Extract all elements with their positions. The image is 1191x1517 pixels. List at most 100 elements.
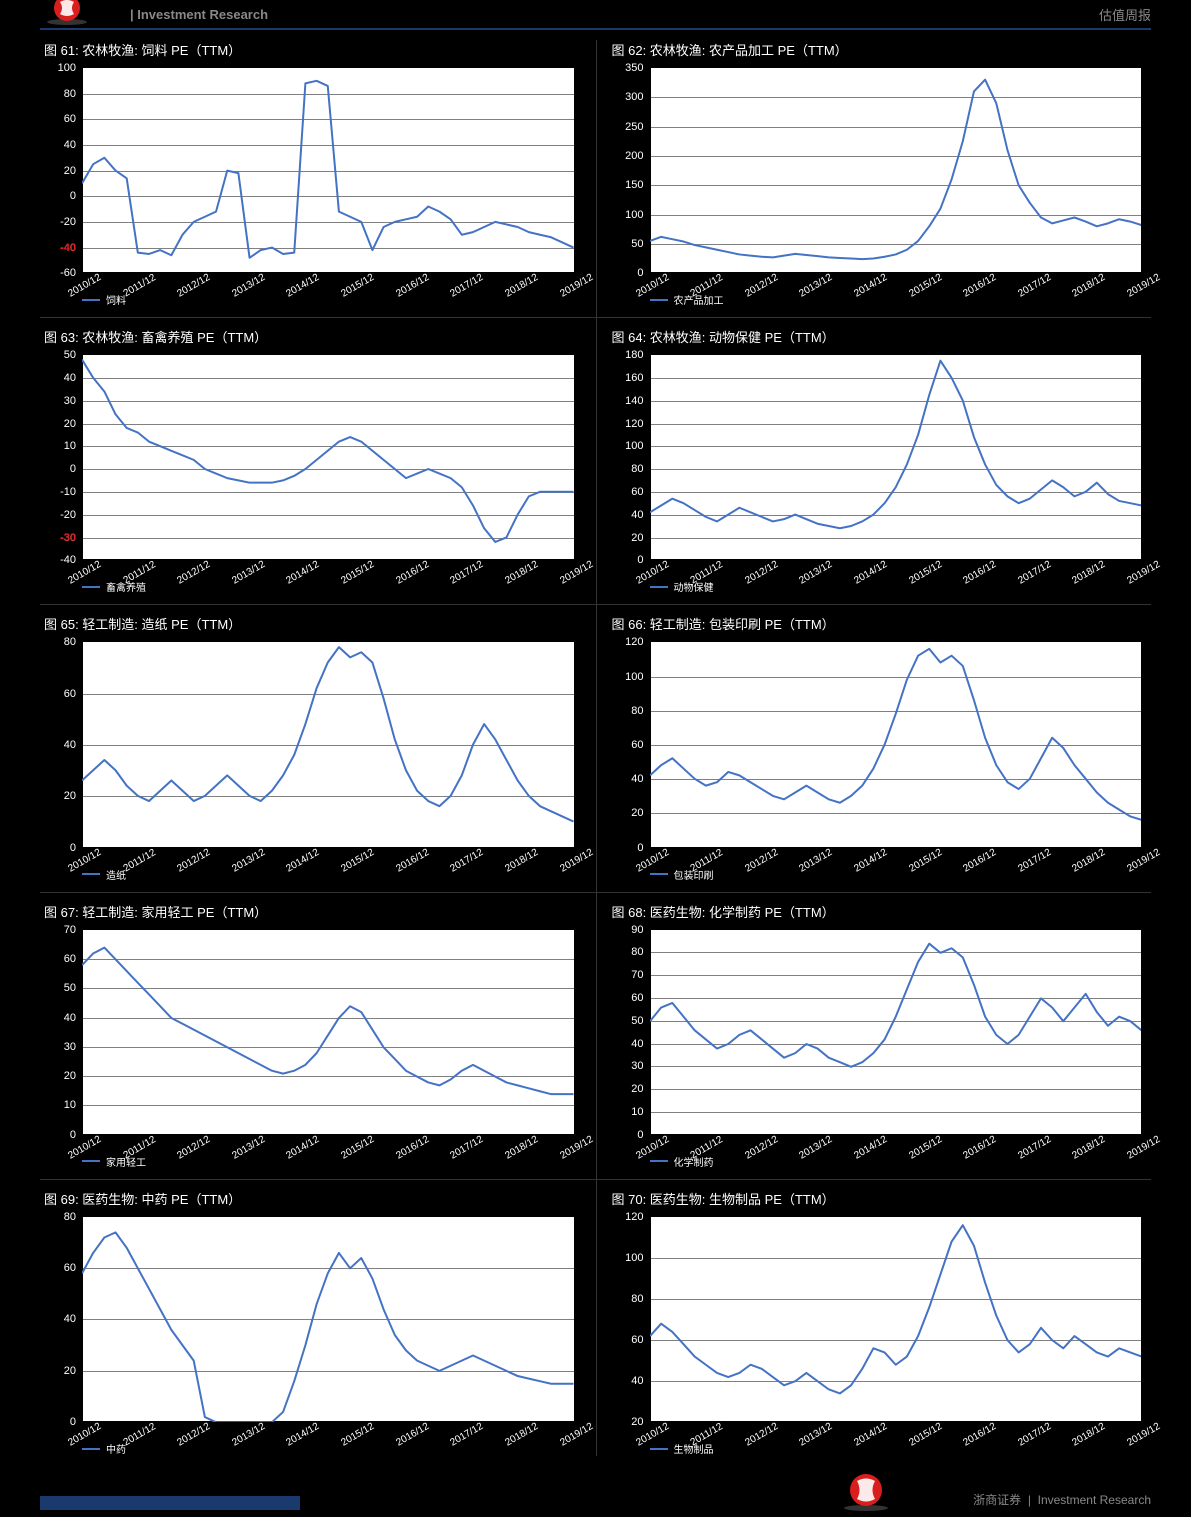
legend-swatch — [650, 1448, 668, 1450]
x-axis-label: 2012/12 — [743, 272, 780, 300]
x-tick — [82, 848, 83, 852]
x-axis-label: 2014/12 — [852, 272, 889, 300]
x-tick — [813, 560, 814, 564]
y-axis-label: 40 — [64, 372, 76, 384]
x-tick — [355, 273, 356, 277]
y-axis-label: -20 — [60, 509, 76, 521]
y-axis-label: 50 — [64, 982, 76, 994]
y-axis-label: 60 — [64, 1262, 76, 1274]
plot-area: 0204060801001202010/122011/122012/122013… — [650, 642, 1142, 847]
chart-cell: 图 61: 农林牧渔: 饲料 PE（TTM）-60-40-20020406080… — [40, 40, 584, 307]
y-axis-label: 150 — [625, 179, 643, 191]
y-axis-label: 70 — [631, 969, 643, 981]
y-axis-label: 0 — [637, 842, 643, 854]
x-axis-label: 2017/12 — [1016, 1421, 1053, 1449]
x-tick — [868, 560, 869, 564]
y-axis-label: -40 — [60, 554, 76, 566]
y-axis-label: 20 — [631, 807, 643, 819]
y-axis-label: 80 — [631, 705, 643, 717]
plot-area: 0501001502002503003502010/122011/122012/… — [650, 68, 1142, 273]
chart-svg — [82, 1217, 574, 1422]
x-tick — [1141, 560, 1142, 564]
y-axis-label: 40 — [64, 139, 76, 151]
chart-wrap: 01020304050607080902010/122011/122012/12… — [608, 924, 1152, 1169]
y-axis-current-value: -40 — [60, 242, 76, 254]
series-line — [82, 81, 574, 258]
y-axis-label: 0 — [70, 463, 76, 475]
chart-wrap: -40-30-20-1001020304050-302010/122011/12… — [40, 349, 584, 594]
x-tick — [410, 560, 411, 564]
x-axis-label: 2015/12 — [907, 272, 944, 300]
x-axis-label: 2016/12 — [962, 1134, 999, 1162]
x-tick — [868, 1135, 869, 1139]
x-tick — [1032, 273, 1033, 277]
y-axis-label: 60 — [64, 688, 76, 700]
x-axis-label: 2017/12 — [449, 559, 486, 587]
x-tick — [574, 1422, 575, 1426]
chart-svg — [650, 642, 1142, 847]
y-axis-label: 50 — [631, 238, 643, 250]
y-axis-label: 10 — [64, 440, 76, 452]
chart-cell: 图 66: 轻工制造: 包装印刷 PE（TTM）0204060801001202… — [608, 614, 1152, 881]
chart-wrap: -60-40-20020406080100-402010/122011/1220… — [40, 62, 584, 307]
x-tick — [246, 848, 247, 852]
x-axis-label: 2011/12 — [121, 1421, 157, 1448]
y-axis-label: 200 — [625, 150, 643, 162]
x-tick — [300, 560, 301, 564]
x-axis-label: 2018/12 — [503, 1134, 540, 1162]
x-axis-label: 2013/12 — [230, 559, 267, 587]
x-tick — [868, 848, 869, 852]
chart-title: 图 70: 医药生物: 生物制品 PE（TTM） — [608, 1189, 1152, 1211]
chart-svg — [82, 642, 574, 847]
chart-wrap: 0102030405060702010/122011/122012/122013… — [40, 924, 584, 1169]
x-tick — [574, 560, 575, 564]
footer-logo-icon — [841, 1472, 891, 1512]
x-tick — [1141, 1135, 1142, 1139]
x-tick — [300, 848, 301, 852]
x-tick — [704, 273, 705, 277]
x-tick — [923, 1422, 924, 1426]
plot-area: 0204060801001201401601802010/122011/1220… — [650, 355, 1142, 560]
y-axis-label: 350 — [625, 62, 643, 74]
x-axis-label: 2019/12 — [1125, 847, 1162, 875]
chart-cell: 图 67: 轻工制造: 家用轻工 PE（TTM）0102030405060702… — [40, 902, 584, 1169]
series-line — [650, 943, 1142, 1066]
x-tick — [355, 1135, 356, 1139]
x-axis-label: 2019/12 — [558, 847, 595, 875]
x-tick — [82, 273, 83, 277]
x-axis-label: 2018/12 — [1071, 559, 1108, 587]
x-tick — [137, 1135, 138, 1139]
chart-legend: 造纸 — [82, 867, 126, 882]
x-axis-label: 2017/12 — [449, 847, 486, 875]
plot-area: 0204060802010/122011/122012/122013/12201… — [82, 642, 574, 847]
x-axis-label: 2017/12 — [449, 272, 486, 300]
y-axis-label: 140 — [625, 395, 643, 407]
y-axis-label: 80 — [64, 636, 76, 648]
x-axis-label: 2013/12 — [798, 272, 835, 300]
x-tick — [191, 1422, 192, 1426]
x-tick — [519, 560, 520, 564]
x-tick — [355, 560, 356, 564]
y-axis-label: 100 — [625, 209, 643, 221]
x-tick — [191, 1135, 192, 1139]
row-divider — [40, 317, 1151, 318]
y-axis-label: 60 — [64, 113, 76, 125]
x-axis-label: 2017/12 — [449, 1134, 486, 1162]
y-axis-label: 300 — [625, 91, 643, 103]
x-tick — [868, 1422, 869, 1426]
y-axis-label: 0 — [637, 1129, 643, 1141]
x-axis-label: 2014/12 — [285, 559, 322, 587]
x-tick — [410, 848, 411, 852]
y-axis-label: 40 — [631, 773, 643, 785]
chart-legend: 化学制药 — [650, 1154, 714, 1169]
series-line — [650, 1225, 1142, 1393]
x-axis-label: 2012/12 — [743, 1421, 780, 1449]
y-axis-label: 0 — [70, 190, 76, 202]
x-axis-label: 2016/12 — [394, 1421, 431, 1449]
x-tick — [191, 848, 192, 852]
x-axis-label: 2015/12 — [339, 1421, 376, 1449]
legend-label: 饲料 — [106, 292, 126, 307]
x-tick — [191, 273, 192, 277]
x-axis-label: 2015/12 — [339, 1134, 376, 1162]
y-axis-label: 100 — [625, 440, 643, 452]
